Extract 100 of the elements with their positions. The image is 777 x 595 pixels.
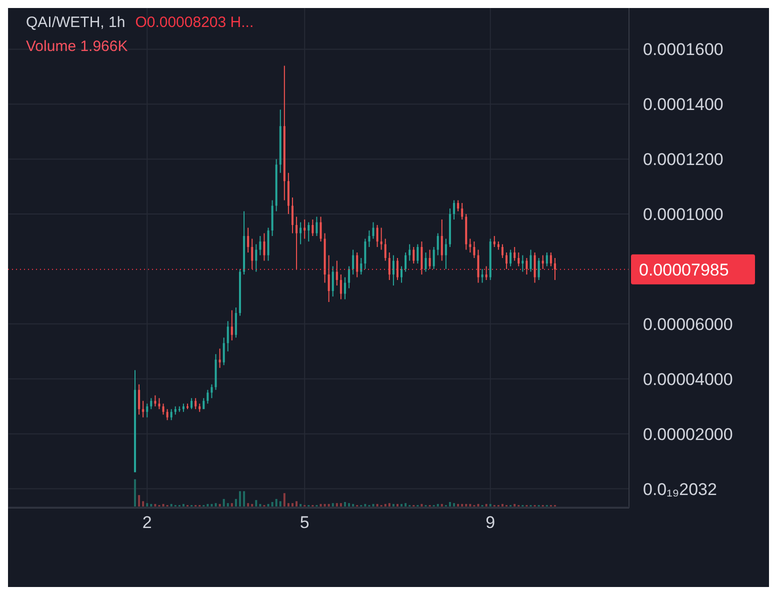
x-tick-label: 5 (300, 513, 310, 532)
candlestick (412, 247, 415, 264)
candlestick (134, 370, 136, 472)
candlestick (348, 266, 350, 288)
candlestick (518, 252, 520, 266)
candlestick (138, 384, 140, 415)
candlestick (287, 172, 290, 214)
candlestick (485, 266, 488, 280)
candlestick (356, 252, 358, 278)
candlestick (243, 211, 246, 274)
candlestick (182, 404, 184, 412)
candlestick (312, 220, 314, 236)
bar (234, 498, 237, 507)
candlestick (328, 255, 330, 302)
bar (214, 503, 217, 507)
candlestick (392, 255, 394, 286)
candlestick (453, 200, 456, 220)
candlestick (222, 338, 225, 366)
bar (138, 495, 140, 507)
candlestick (336, 260, 338, 286)
bar (146, 503, 148, 507)
candlestick (316, 216, 318, 236)
bar (453, 503, 456, 507)
candlestick (376, 225, 378, 248)
candlestick (510, 250, 512, 266)
candlestick (489, 238, 492, 280)
candlestick (416, 244, 419, 264)
candlestick (296, 216, 298, 269)
candlestick (198, 404, 201, 412)
candlestick (194, 398, 197, 410)
candlestick (150, 398, 152, 410)
candlestick (166, 409, 168, 420)
candlestick (142, 400, 144, 418)
bar (222, 498, 225, 507)
candlestick (206, 390, 209, 404)
candlestick (481, 268, 484, 283)
bar (283, 493, 286, 507)
candlestick (530, 250, 532, 272)
candlestick (320, 216, 322, 242)
candlestick (493, 236, 496, 248)
candlestick (332, 266, 334, 296)
candlestick (368, 230, 370, 248)
candlestick (275, 159, 278, 212)
candlestick (146, 404, 148, 418)
candlestick (247, 228, 250, 253)
candlestick (372, 222, 374, 239)
annotation: O0.00008203 H... (135, 14, 254, 31)
candlestick (271, 200, 274, 236)
candlestick (538, 258, 540, 280)
candlestick (432, 247, 435, 269)
candlestick (174, 406, 176, 415)
candlestick (526, 258, 528, 274)
bar (243, 491, 246, 507)
bar (448, 502, 451, 507)
candlestick (190, 398, 193, 410)
candlestick (440, 220, 443, 261)
candlestick (279, 110, 282, 173)
y-tick-label: 0.00004000 (643, 370, 733, 389)
candlestick (436, 233, 439, 256)
candlestick (506, 252, 508, 269)
x-tick-label: 9 (486, 513, 496, 532)
candlestick (522, 255, 524, 272)
bar (340, 503, 342, 507)
bar (226, 503, 229, 507)
candlestick (420, 242, 423, 274)
bar (287, 503, 290, 507)
candlestick (477, 250, 480, 283)
candlestick (542, 255, 544, 269)
y-tick-label: 0.0001200 (643, 150, 724, 170)
candlestick (259, 236, 262, 256)
candlestick (400, 266, 403, 283)
bar (404, 503, 407, 507)
candlestick (263, 233, 266, 261)
y-tick-label: 0.0001600 (643, 40, 724, 60)
bar (134, 479, 136, 507)
y-tick-label: 0.0001000 (643, 205, 724, 224)
candlestick (408, 244, 411, 261)
bar (271, 502, 274, 507)
y-tick-label: 0.0₁₉2032 (643, 480, 717, 499)
candlestick (344, 277, 346, 300)
bar (247, 503, 250, 507)
candlestick (550, 252, 552, 266)
candlestick (300, 222, 302, 244)
candlestick (255, 244, 258, 272)
candlestick (178, 406, 180, 412)
candlestick (324, 233, 326, 283)
bar (296, 501, 298, 507)
candlestick (444, 238, 447, 269)
y-tick-label: 0.00002000 (643, 424, 733, 444)
candlestick (214, 354, 217, 390)
candlestick (457, 200, 460, 212)
candlestick (424, 252, 427, 272)
candlestick (283, 66, 286, 200)
candlestick (267, 228, 270, 261)
y-tick-label: 0.0001400 (643, 95, 724, 114)
candlestick (239, 268, 241, 316)
bar (332, 503, 334, 507)
candlestick (388, 252, 390, 280)
candlestick (352, 250, 354, 274)
bar (239, 491, 241, 507)
